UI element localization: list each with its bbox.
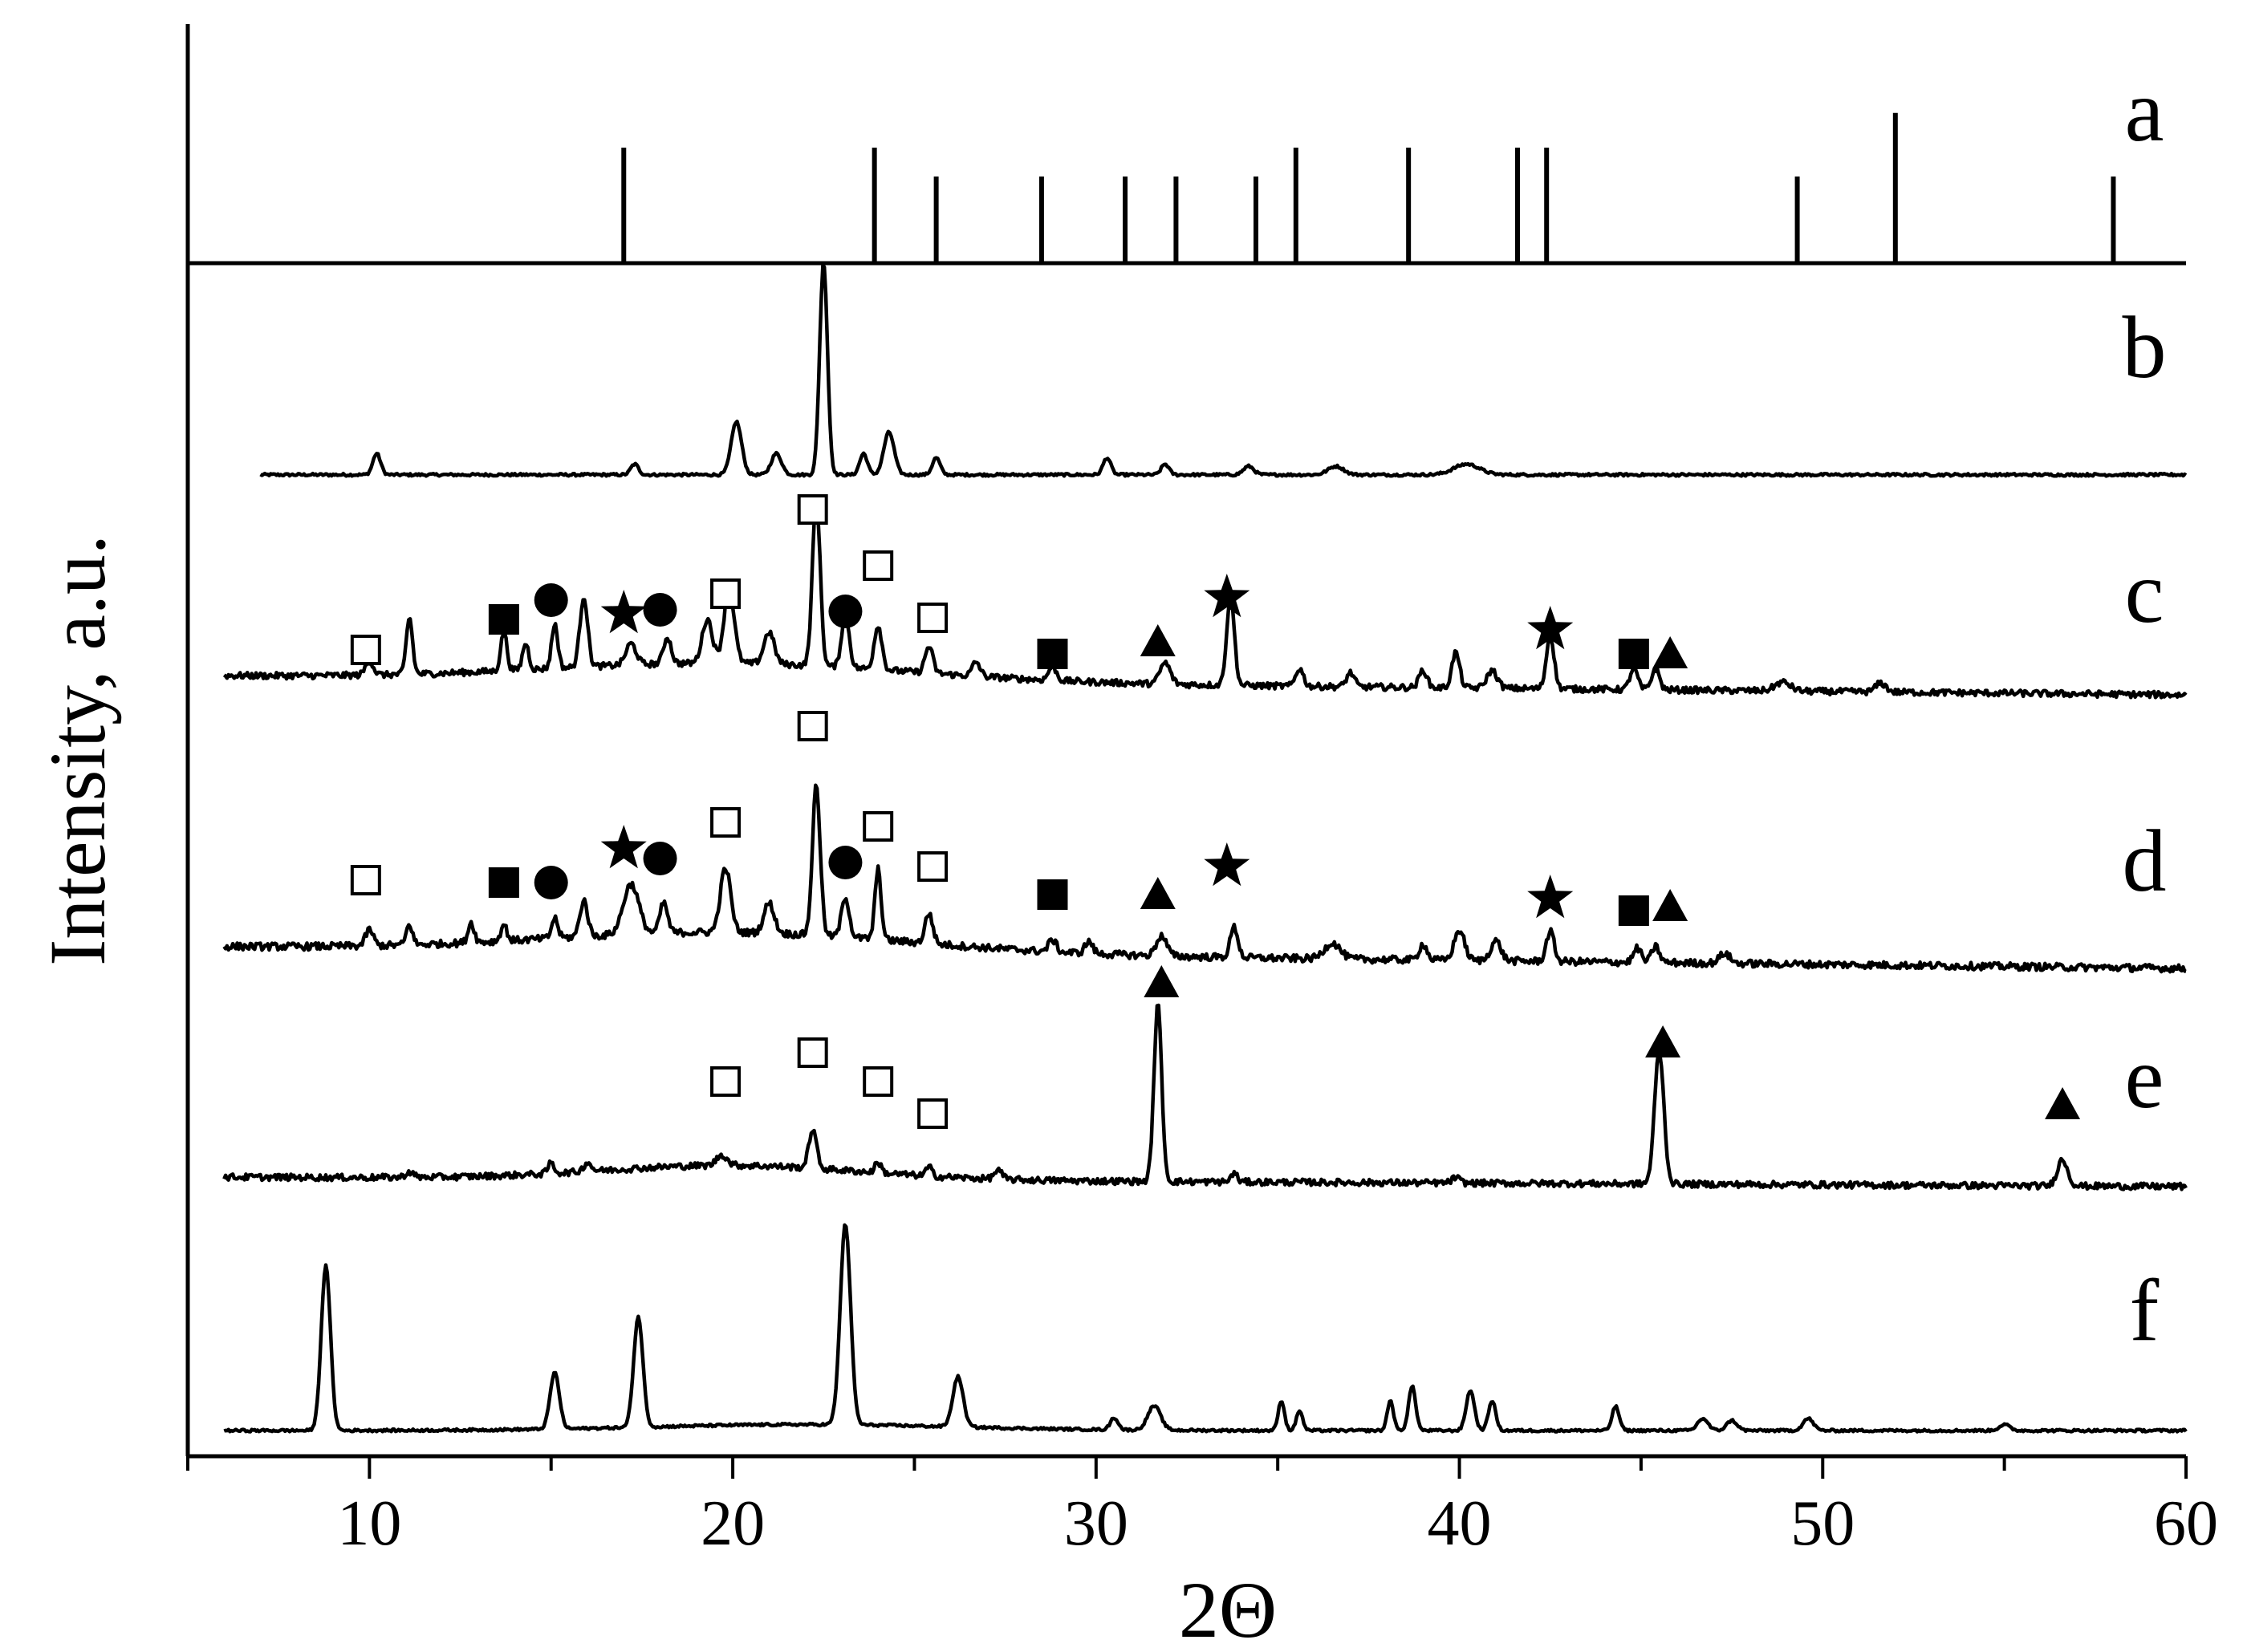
marker-open-square [917, 851, 949, 882]
marker-open-square [797, 711, 828, 741]
marker-star [1204, 574, 1250, 618]
marker-filled-triangle [1144, 965, 1180, 997]
marker-filled-square [1618, 639, 1649, 669]
marker-filled-triangle [1140, 624, 1176, 656]
marker-filled-triangle [1645, 1025, 1681, 1057]
marker-star [1204, 842, 1250, 887]
marker-filled-square [488, 867, 519, 898]
pattern-c [222, 497, 2188, 700]
marker-open-square [863, 550, 894, 581]
marker-filled-circle [643, 842, 677, 875]
marker-filled-circle [534, 866, 568, 899]
pattern-b [259, 263, 2188, 478]
marker-filled-circle [643, 593, 677, 627]
marker-filled-circle [828, 846, 863, 879]
marker-filled-triangle [1652, 636, 1688, 668]
marker-filled-triangle [1652, 889, 1688, 921]
marker-open-square [710, 1066, 742, 1097]
marker-filled-circle [534, 583, 568, 617]
marker-open-square [350, 865, 381, 895]
y-axis-title: Intensity, a.u. [33, 534, 122, 966]
series-label-f: f [2130, 1261, 2160, 1359]
x-tick-label: 10 [337, 1488, 401, 1559]
marker-open-square [710, 807, 742, 838]
marker-filled-square [1037, 639, 1068, 669]
pattern-e [222, 1003, 2188, 1191]
marker-open-square [797, 1037, 828, 1068]
marker-filled-circle [828, 595, 863, 628]
x-tick-label: 50 [1790, 1488, 1855, 1559]
marker-star [1527, 606, 1574, 650]
series-label-c: c [2125, 543, 2164, 641]
marker-open-square [797, 494, 828, 525]
x-axis-title: 2Θ [1179, 1565, 1277, 1652]
marker-star [600, 825, 647, 869]
series-labels: a b c d e f [2123, 62, 2167, 1359]
x-tick-label: 60 [2154, 1488, 2218, 1559]
series-label-d: d [2123, 812, 2167, 910]
marker-open-square [863, 811, 894, 842]
axes [185, 24, 2186, 1459]
marker-filled-triangle [1140, 877, 1176, 909]
series-label-e: e [2125, 1029, 2164, 1126]
marker-filled-square [1618, 895, 1649, 926]
marker-open-square [710, 578, 742, 609]
marker-open-square [863, 1066, 894, 1097]
x-tick-label: 30 [1064, 1488, 1128, 1559]
marker-filled-square [488, 604, 519, 635]
marker-star [1527, 875, 1574, 919]
x-ticks: 10 20 30 40 50 60 [186, 1456, 2218, 1559]
marker-star [600, 590, 647, 634]
marker-open-square [917, 1098, 949, 1129]
traces [188, 112, 2188, 1434]
series-label-a: a [2125, 62, 2164, 160]
marker-open-square [917, 603, 949, 633]
marker-filled-triangle [2045, 1087, 2081, 1119]
marker-filled-square [1037, 879, 1068, 910]
x-tick-label: 40 [1428, 1488, 1492, 1559]
pattern-d [222, 783, 2187, 974]
series-label-b: b [2123, 298, 2167, 396]
x-tick-label: 20 [701, 1488, 765, 1559]
pattern-f [223, 1223, 2188, 1434]
marker-open-square [350, 635, 381, 665]
markers [350, 494, 2081, 1129]
